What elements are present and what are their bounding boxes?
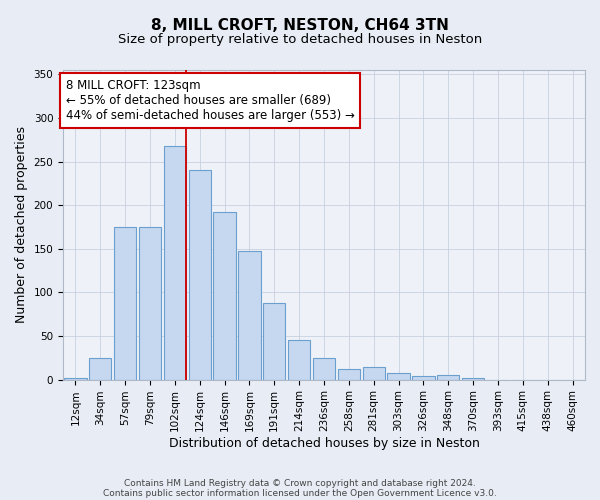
- Bar: [412, 376, 434, 380]
- Bar: [238, 250, 260, 380]
- Bar: [263, 303, 286, 380]
- Bar: [188, 170, 211, 380]
- Text: Size of property relative to detached houses in Neston: Size of property relative to detached ho…: [118, 32, 482, 46]
- Bar: [313, 358, 335, 380]
- Text: Contains HM Land Registry data © Crown copyright and database right 2024.: Contains HM Land Registry data © Crown c…: [124, 478, 476, 488]
- Bar: [114, 227, 136, 380]
- Bar: [139, 227, 161, 380]
- Bar: [362, 366, 385, 380]
- Bar: [164, 146, 186, 380]
- Y-axis label: Number of detached properties: Number of detached properties: [15, 126, 28, 324]
- Text: Contains public sector information licensed under the Open Government Licence v3: Contains public sector information licen…: [103, 488, 497, 498]
- Bar: [89, 358, 112, 380]
- Bar: [288, 340, 310, 380]
- Bar: [462, 378, 484, 380]
- Bar: [338, 369, 360, 380]
- X-axis label: Distribution of detached houses by size in Neston: Distribution of detached houses by size …: [169, 437, 479, 450]
- Text: 8, MILL CROFT, NESTON, CH64 3TN: 8, MILL CROFT, NESTON, CH64 3TN: [151, 18, 449, 32]
- Bar: [437, 375, 460, 380]
- Bar: [64, 378, 86, 380]
- Bar: [388, 374, 410, 380]
- Text: 8 MILL CROFT: 123sqm
← 55% of detached houses are smaller (689)
44% of semi-deta: 8 MILL CROFT: 123sqm ← 55% of detached h…: [65, 80, 355, 122]
- Bar: [214, 212, 236, 380]
